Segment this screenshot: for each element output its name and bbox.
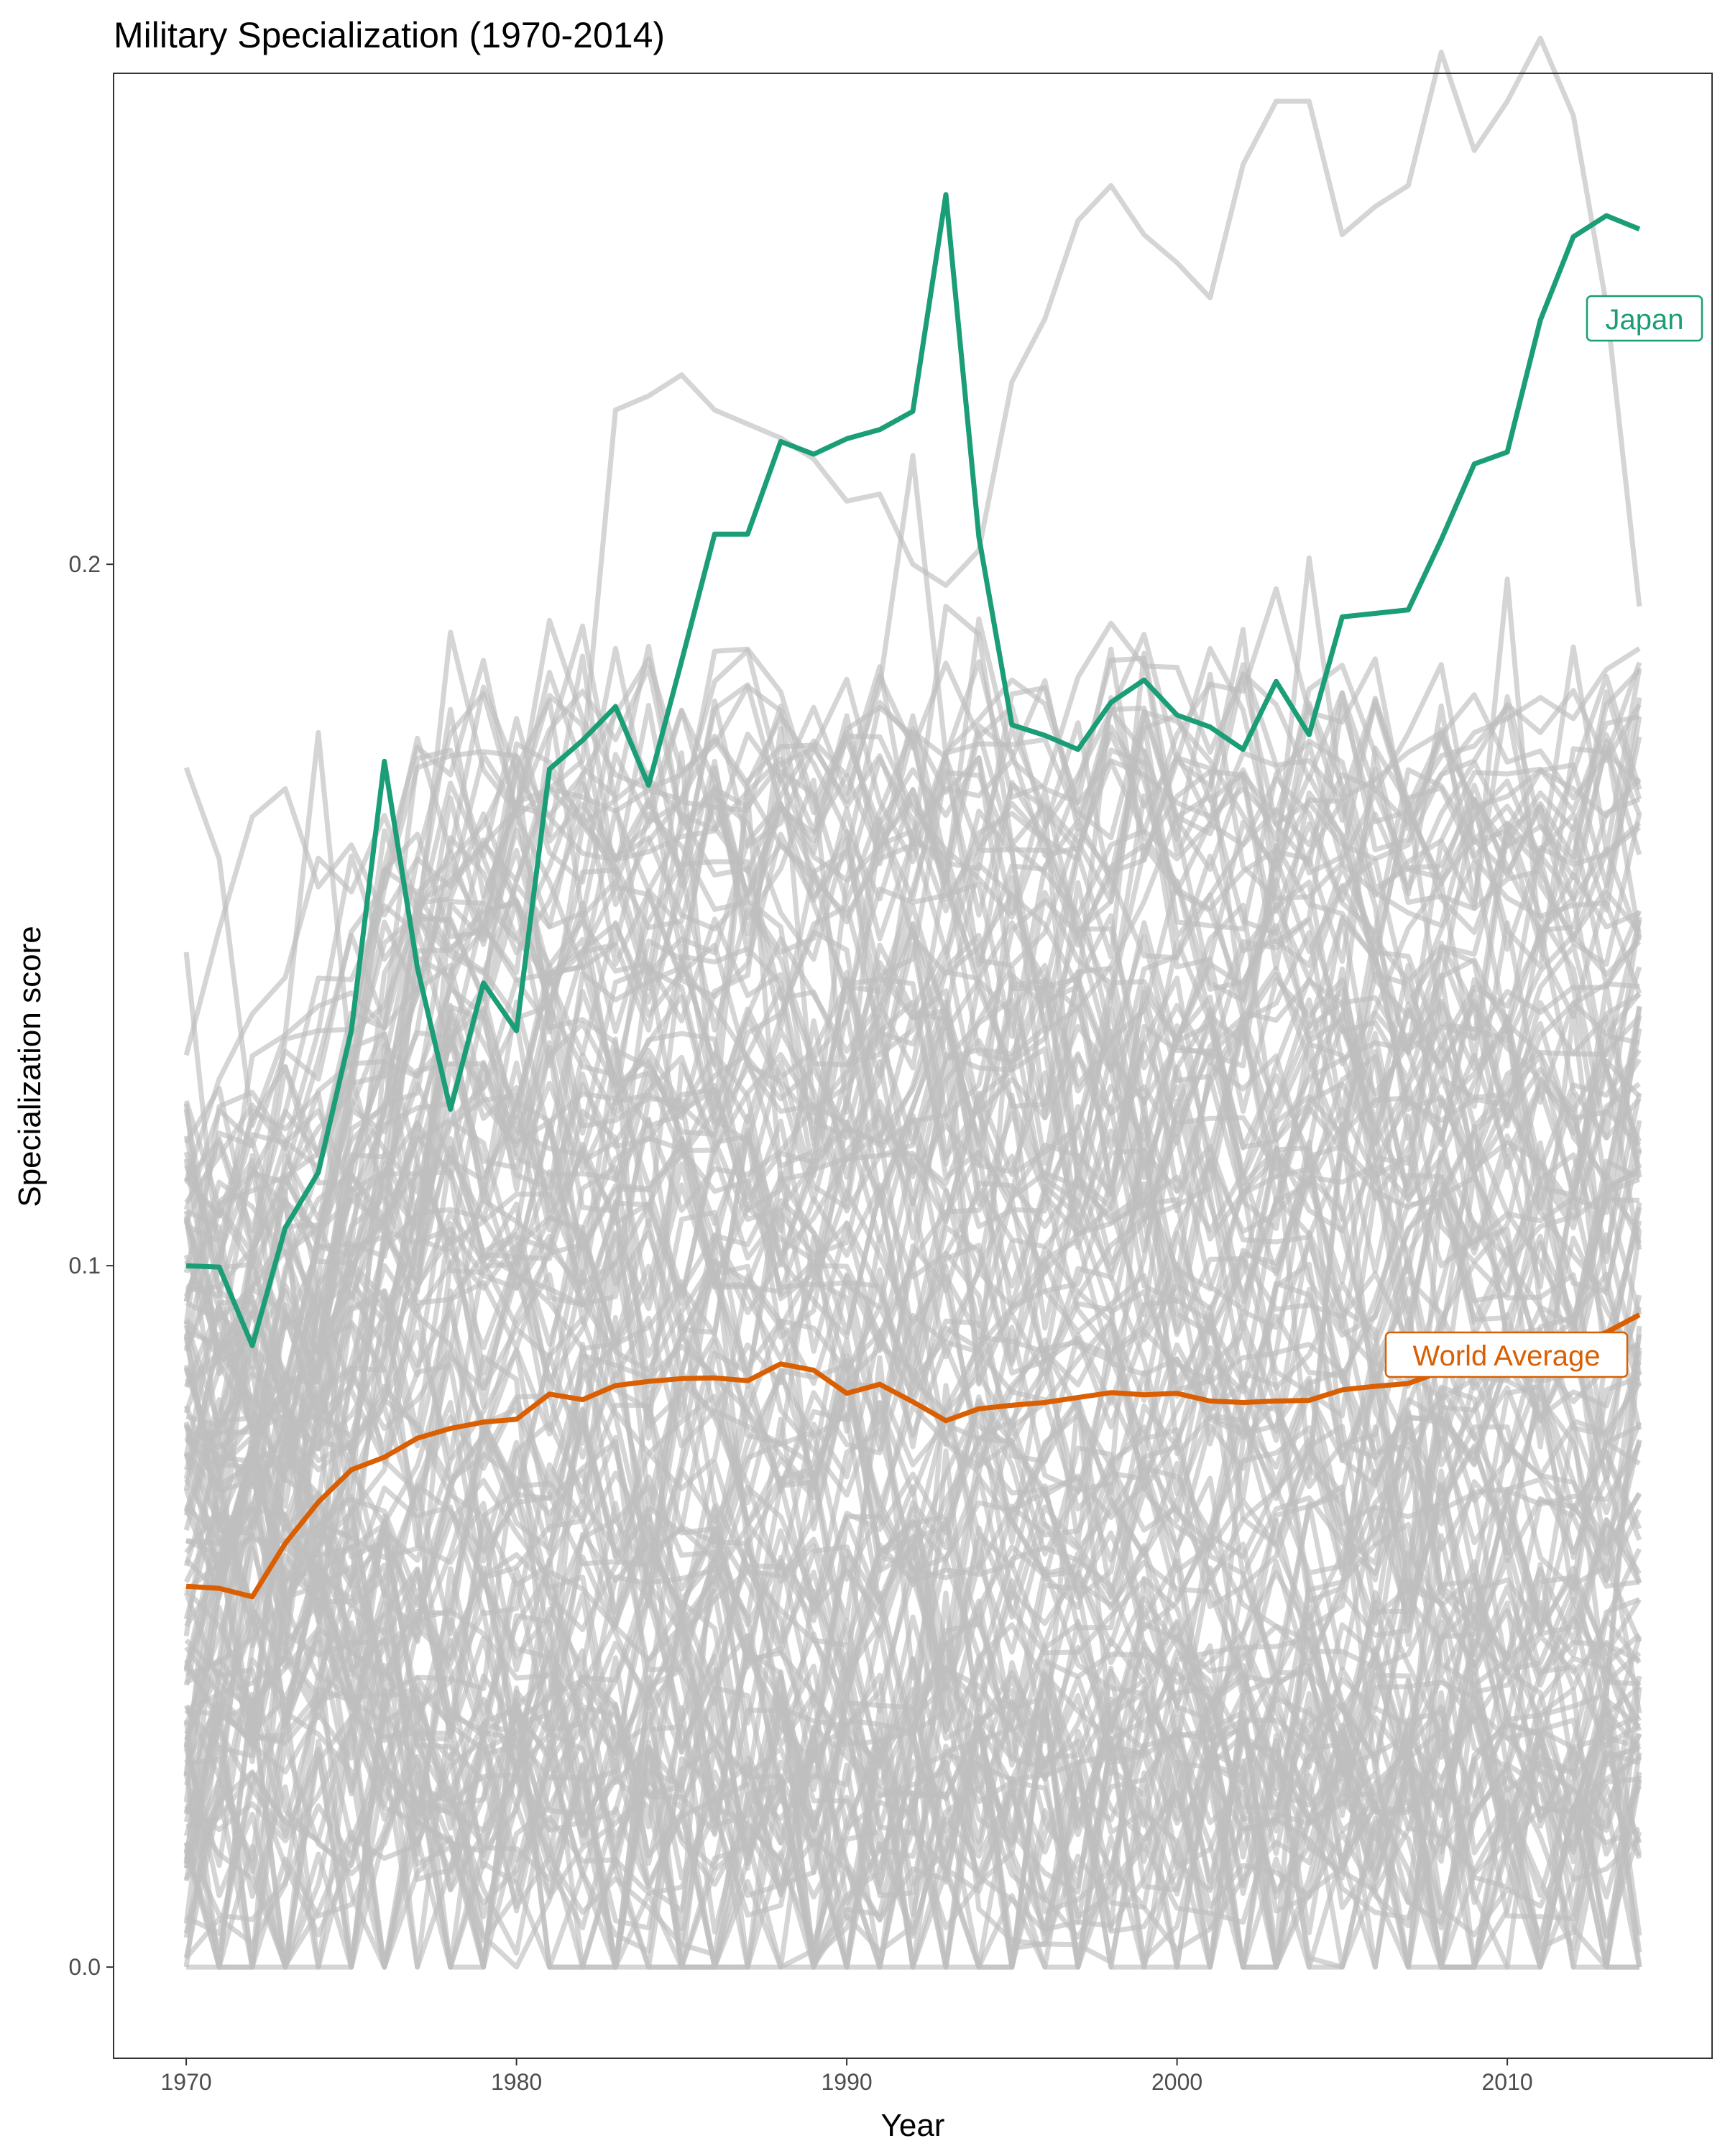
japan-label-box: [1586, 295, 1703, 342]
background-series-line: [183, 1098, 1642, 1685]
plot-panel-border: [113, 73, 1713, 2059]
world-average-label: World Average: [1384, 1331, 1629, 1378]
y-axis-title: Specialization score: [12, 926, 47, 1207]
world-average-label-text: World Average: [1413, 1340, 1601, 1372]
x-tick-label: 2000: [1151, 2069, 1202, 2095]
background-series-line: [185, 650, 1642, 1685]
background-series-line: [183, 555, 1642, 1298]
y-tick-label: 0.0: [69, 1954, 101, 1980]
chart-title: Military Specialization (1970-2014): [114, 15, 665, 55]
background-series-line: [183, 1121, 1642, 1863]
background-series-line: [185, 1346, 1642, 1936]
series-labels: Japan World Average: [1384, 295, 1703, 1378]
background-series-line: [183, 802, 1642, 1620]
background-series-line: [183, 1337, 1642, 1787]
background-series-line: [183, 868, 1641, 1302]
background-series-line: [183, 663, 1642, 1492]
japan-label-text: Japan: [1606, 304, 1684, 336]
background-series-line: [183, 1254, 1642, 1857]
background-series-line: [183, 1355, 1642, 1740]
background-series-line: [183, 904, 1642, 1671]
background-series-line: [183, 1014, 1641, 1325]
x-tick-label: 1970: [160, 2069, 211, 2095]
x-axis-title: Year: [881, 2108, 945, 2143]
background-series-line: [185, 1226, 1642, 1481]
x-tick-label: 1990: [822, 2069, 873, 2095]
japan-line: [185, 192, 1641, 1348]
background-series-line: [183, 971, 1642, 1597]
background-series-group: [183, 35, 1642, 1970]
x-tick-label: 1980: [491, 2069, 542, 2095]
background-series-line: [183, 685, 1640, 1567]
highlighted-series-group: [185, 192, 1641, 1600]
world-average-label-box: [1384, 1331, 1629, 1378]
background-series-line: [183, 964, 1642, 1414]
japan-label: Japan: [1586, 295, 1703, 342]
x-tick-label: 2010: [1482, 2069, 1533, 2095]
y-axis: 0.0 0.1 0.2: [69, 551, 114, 1980]
background-series-line: [184, 1450, 1642, 1960]
background-series-line: [184, 1685, 1642, 1970]
background-series-line: [183, 1321, 1642, 1726]
background-series-line: [183, 1005, 1642, 1531]
x-axis: 1970 1980 1990 2000 2010: [160, 2058, 1533, 2095]
background-series-line: [183, 1687, 1641, 1970]
y-tick-label: 0.2: [69, 551, 101, 577]
world-average-line: [185, 1312, 1641, 1600]
y-tick-label: 0.1: [69, 1253, 101, 1279]
background-series-line: [183, 1687, 1639, 1970]
background-series-line: [183, 1010, 1642, 1925]
background-series-line: [183, 1107, 1642, 1699]
background-series-line: [183, 623, 1642, 1533]
background-series-line: [183, 1453, 1642, 1970]
background-series-line: [185, 1138, 1642, 1678]
